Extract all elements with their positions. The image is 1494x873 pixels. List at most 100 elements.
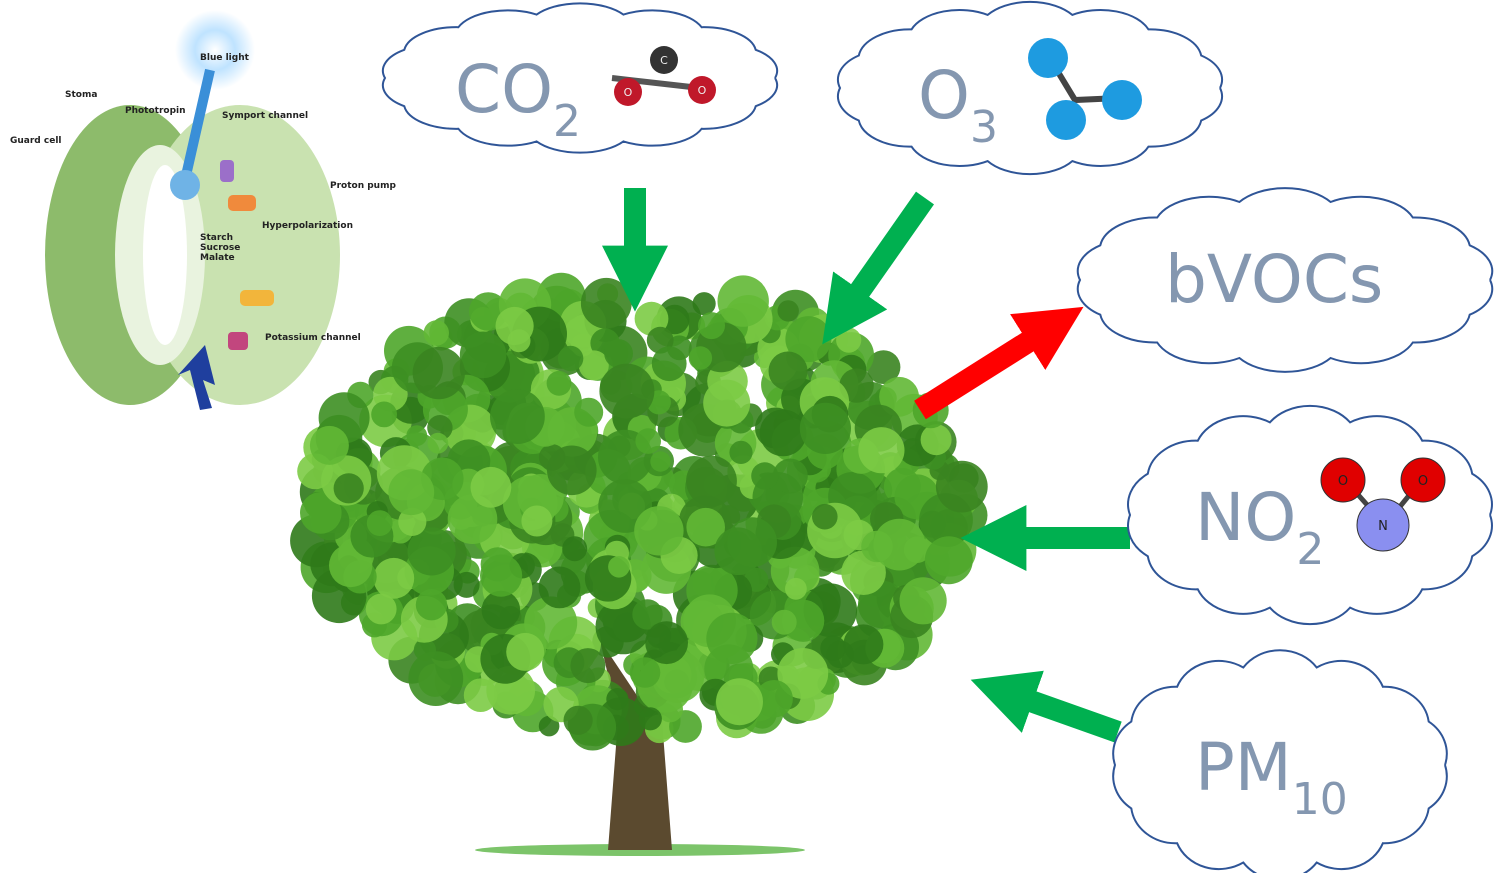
arrows — [602, 188, 1130, 743]
leaf — [423, 320, 449, 346]
subscript: 2 — [1296, 524, 1324, 575]
leaf — [771, 609, 797, 635]
leaf — [651, 346, 687, 382]
cloud-label: bVOCs — [1165, 241, 1383, 318]
uptake-arrow — [970, 670, 1122, 743]
potassium-channel — [240, 290, 274, 306]
molecules: O C O O N O — [611, 38, 1446, 552]
leaf — [920, 424, 952, 456]
leaf — [785, 577, 807, 600]
leaf — [755, 680, 793, 718]
leaf — [688, 346, 713, 370]
leaf — [407, 527, 456, 576]
leaf — [777, 648, 829, 699]
leaf — [608, 556, 630, 578]
leaf — [415, 589, 448, 621]
leaf — [447, 494, 498, 544]
stomata-label: Malate — [200, 253, 235, 263]
leaf — [812, 503, 838, 530]
stomata-label: Guard cell — [10, 136, 62, 146]
stomata-label: Proton pump — [330, 181, 396, 191]
leaf — [632, 599, 663, 630]
stoma-pore — [143, 165, 187, 345]
atom — [1356, 498, 1410, 552]
leaf — [506, 632, 545, 671]
leaf — [924, 536, 973, 585]
leaf — [879, 376, 919, 417]
leaf — [406, 425, 428, 446]
leaf — [899, 577, 947, 625]
cloud — [1112, 649, 1448, 873]
leaf — [717, 275, 769, 327]
leaf — [574, 397, 604, 427]
stomata-label: Symport channel — [222, 111, 308, 121]
atom — [650, 46, 678, 74]
stomata-diagram: Blue light Stoma Phototropin Symport channe… — [10, 10, 396, 410]
leaf — [578, 350, 609, 381]
leaf — [309, 425, 349, 465]
subscript: 2 — [553, 96, 581, 147]
leaf — [686, 507, 725, 547]
leaf — [629, 657, 661, 688]
atom-label: O — [698, 84, 707, 97]
leaf — [481, 590, 521, 630]
leaf — [698, 312, 725, 340]
blue-light — [175, 10, 255, 90]
proton-pump — [228, 195, 256, 211]
channel — [228, 332, 248, 350]
formula: NO — [1195, 479, 1296, 556]
leaf — [785, 316, 832, 363]
leaf — [398, 507, 427, 536]
stomata-label: Stoma — [65, 90, 97, 100]
leaf — [686, 455, 737, 507]
atom-label: N — [1378, 519, 1388, 534]
leaf — [562, 536, 588, 562]
formula: O — [918, 57, 970, 134]
atom-label: O — [1418, 474, 1428, 489]
subscript: 3 — [970, 102, 998, 153]
leaf — [729, 440, 753, 464]
cloud-label: CO2 — [455, 51, 581, 147]
leaf — [580, 277, 632, 329]
leaf — [759, 409, 807, 457]
stomata-label: Potassium channel — [265, 333, 361, 343]
cloud — [1127, 404, 1493, 626]
leaf — [563, 705, 593, 735]
leaf — [463, 678, 498, 712]
leaf — [490, 389, 545, 444]
leaf — [388, 469, 435, 516]
atom — [1028, 38, 1068, 78]
leaf — [480, 554, 523, 597]
cloud-label: NO2 — [1195, 479, 1324, 575]
leaf — [635, 428, 661, 454]
leaf — [507, 329, 531, 353]
cloud — [1076, 187, 1494, 373]
leaf — [703, 379, 751, 427]
leaf — [547, 445, 597, 496]
cloud-label: PM10 — [1195, 729, 1348, 825]
atom — [688, 76, 716, 104]
leaf — [659, 304, 690, 335]
tree — [290, 272, 988, 856]
subscript: 10 — [1292, 774, 1348, 825]
leaf — [839, 368, 874, 403]
formula: PM — [1195, 729, 1292, 806]
leaf — [770, 546, 820, 596]
leaf — [826, 640, 854, 669]
atom — [1102, 80, 1142, 120]
atom — [614, 78, 642, 106]
leaf — [777, 300, 799, 322]
stomata-label: Blue light — [200, 53, 250, 63]
cloud — [381, 2, 779, 154]
leaf — [634, 506, 684, 556]
leaf — [772, 458, 808, 494]
leaf — [599, 363, 655, 419]
leaf — [570, 648, 606, 684]
leaf — [751, 462, 779, 490]
leaf — [371, 401, 397, 428]
atom — [1320, 457, 1366, 503]
leaf — [557, 345, 584, 372]
atom-label: C — [660, 54, 668, 67]
